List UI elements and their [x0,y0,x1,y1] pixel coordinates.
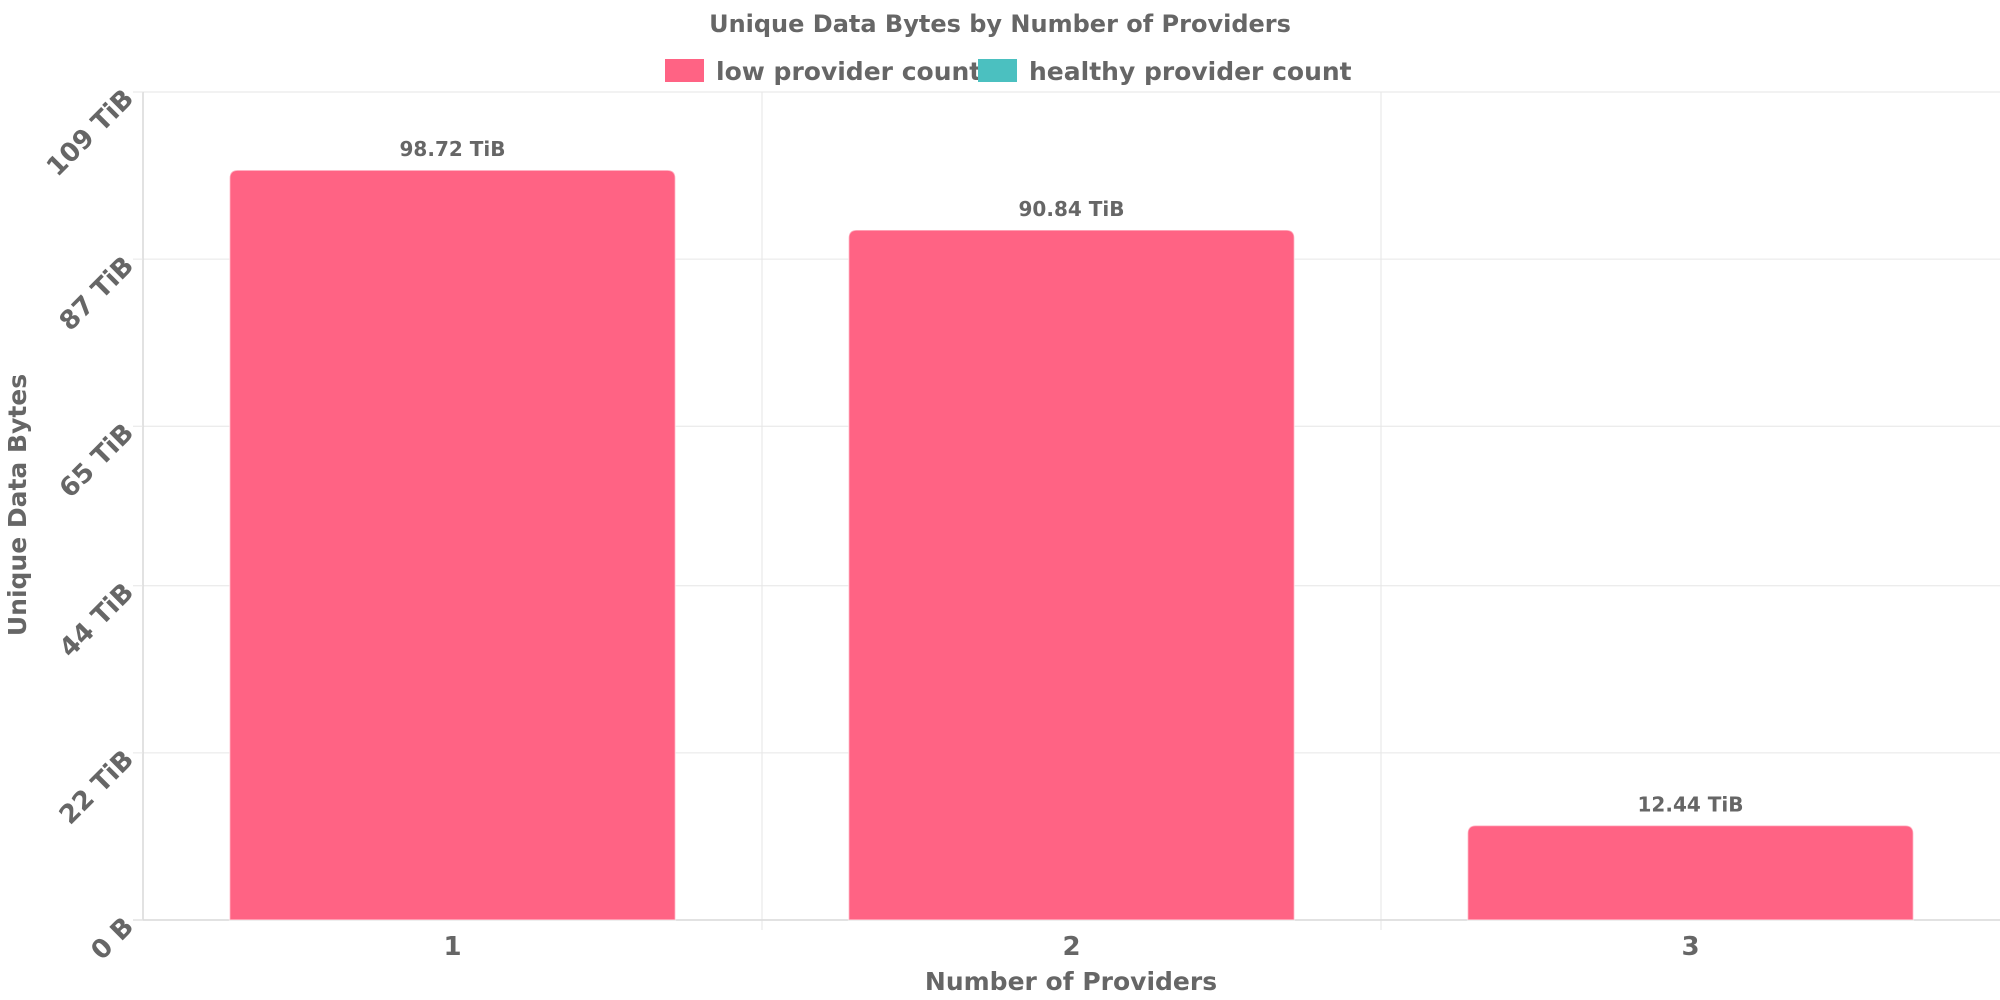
bar-value-label: 12.44 TiB [1638,793,1744,817]
y-axis-title: Unique Data Bytes [3,374,32,636]
y-tick-label: 109 TiB [41,84,140,183]
legend-swatch-low-provider-count [665,59,704,82]
x-tick-label: 3 [1681,932,1699,962]
y-tick-label: 87 TiB [54,251,140,337]
y-tick-label: 44 TiB [54,577,140,663]
x-axis-title: Number of Providers [925,967,1217,996]
data-labels: 98.72 TiB 90.84 TiB 12.44 TiB [400,137,1744,816]
bars [228,169,1915,921]
bar-value-label: 90.84 TiB [1019,197,1125,221]
x-axis-ticks: 1 2 3 [443,932,1699,962]
y-tick-label: 0 B [86,912,140,966]
chart-title: Unique Data Bytes by Number of Providers [709,10,1291,38]
bar[interactable] [228,169,677,921]
legend-item-healthy-provider-count[interactable]: healthy provider count [978,57,1352,86]
legend-label-low-provider-count: low provider count [716,57,981,86]
x-tick-label: 1 [443,932,461,962]
legend-swatch-healthy-provider-count [978,59,1017,82]
y-axis-ticks: 0 B 22 TiB 44 TiB 65 TiB 87 TiB 109 TiB [41,84,143,966]
y-tick-label: 22 TiB [54,745,140,831]
bar[interactable] [1466,824,1915,921]
legend-item-low-provider-count[interactable]: low provider count [665,57,981,86]
legend-label-healthy-provider-count: healthy provider count [1029,57,1352,86]
bar-value-label: 98.72 TiB [400,137,506,161]
legend: low provider count healthy provider coun… [665,57,1352,86]
y-tick-label: 65 TiB [54,418,140,504]
bar[interactable] [847,229,1296,921]
x-tick-label: 2 [1062,932,1080,962]
